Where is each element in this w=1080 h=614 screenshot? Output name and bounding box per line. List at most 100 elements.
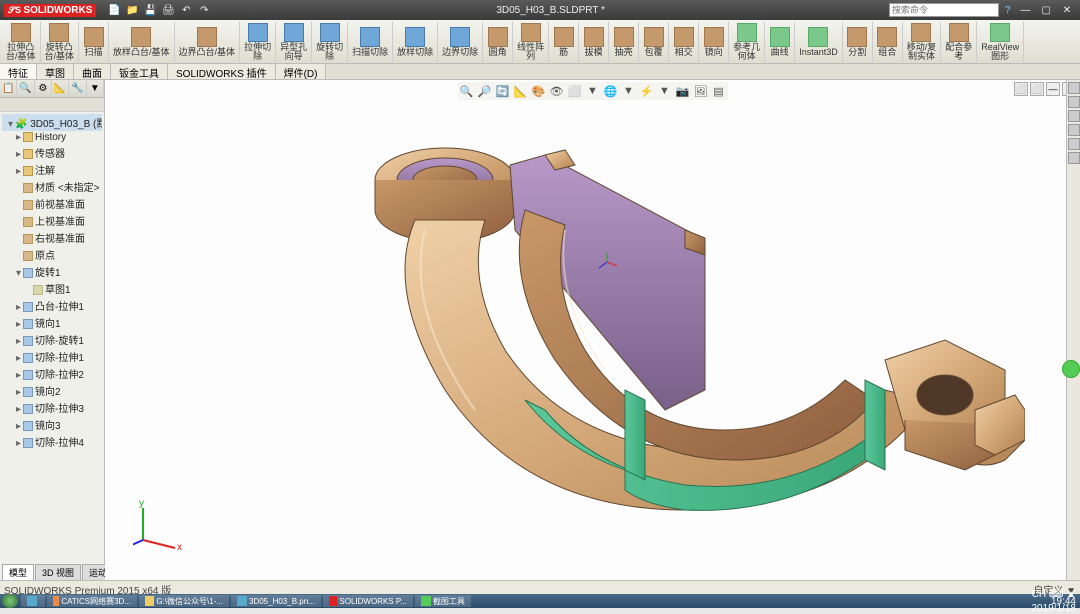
vp-corner-2[interactable]: — [1046,82,1060,96]
search-input[interactable] [889,3,999,17]
tree-tool-1[interactable]: 🔍 [17,80,34,96]
ribbon-扫描[interactable]: 扫描 [79,22,109,62]
view-tool-7[interactable]: ▼ [585,83,601,99]
tab-焊件(D)[interactable]: 焊件(D) [276,64,327,79]
taskbar-item-3[interactable]: 3D05_H03_B.pn... [231,595,321,607]
tab-特征[interactable]: 特征 [0,64,37,79]
taskbar-item-4[interactable]: SOLIDWORKS P... [323,595,413,607]
tree-tool-2[interactable]: ⚙ [35,80,52,96]
tab-曲面[interactable]: 曲面 [74,64,111,79]
view-tool-4[interactable]: 🎨 [531,83,547,99]
tree-node-镜向3[interactable]: ▸镜向3 [2,416,102,433]
view-tool-9[interactable]: ▼ [621,83,637,99]
view-tool-6[interactable]: ⬜ [567,83,583,99]
view-tool-12[interactable]: 📷 [675,83,691,99]
taskpane-tab-3[interactable] [1068,110,1080,122]
view-tool-3[interactable]: 📐 [513,83,529,99]
tree-node-镜向2[interactable]: ▸镜向2 [2,382,102,399]
tree-node-镜向1[interactable]: ▸镜向1 [2,314,102,331]
ribbon-Instant3D[interactable]: Instant3D [795,22,843,62]
tree-node-切除-拉伸1[interactable]: ▸切除-拉伸1 [2,348,102,365]
ribbon-边界切除[interactable]: 边界切除 [438,22,483,62]
ribbon-筋[interactable]: 筋 [549,22,579,62]
tree-node-原点[interactable]: 原点 [2,246,102,263]
view-tool-8[interactable]: 🌐 [603,83,619,99]
view-tab-模型[interactable]: 模型 [2,564,34,580]
tree-node-凸台-拉伸1[interactable]: ▸凸台-拉伸1 [2,297,102,314]
ribbon-镜向[interactable]: 镜向 [699,22,729,62]
taskpane-tab-5[interactable] [1068,138,1080,150]
tree-tool-5[interactable]: ▼ [87,80,104,96]
view-tool-1[interactable]: 🔎 [477,83,493,99]
tree-node-切除-拉伸3[interactable]: ▸切除-拉伸3 [2,399,102,416]
ribbon-参考几何体[interactable]: 参考几何体 [729,22,765,62]
ribbon-拉伸切除[interactable]: 拉伸切除 [240,22,276,62]
view-tool-13[interactable]: 🖼 [693,83,709,99]
tree-node-注解[interactable]: ▸注解 [2,161,102,178]
ribbon-包覆[interactable]: 包覆 [639,22,669,62]
undo-icon[interactable]: ↶ [178,2,194,18]
taskpane-tab-4[interactable] [1068,124,1080,136]
tree-node-草图1[interactable]: 草图1 [2,280,102,297]
vp-corner-0[interactable]: ⬜ [1014,82,1028,96]
tree-node-上视基准面[interactable]: 上视基准面 [2,212,102,229]
view-tool-5[interactable]: 👁 [549,83,565,99]
tab-SOLIDWORKS 插件[interactable]: SOLIDWORKS 插件 [168,64,276,79]
ribbon-边界凸台基体[interactable]: 边界凸台/基体 [175,22,241,62]
help-icon[interactable]: ? [1005,5,1011,16]
tree-node-切除-旋转1[interactable]: ▸切除-旋转1 [2,331,102,348]
view-tab-3D 视图[interactable]: 3D 视图 [35,564,81,580]
taskpane-tab-6[interactable] [1068,152,1080,164]
ribbon-抽壳[interactable]: 抽壳 [609,22,639,62]
tree-node-前视基准面[interactable]: 前视基准面 [2,195,102,212]
ribbon-拔模[interactable]: 拔模 [579,22,609,62]
tree-node-传感器[interactable]: ▸传感器 [2,144,102,161]
tree-tool-0[interactable]: 📋 [0,80,17,96]
ribbon-旋转凸台基体[interactable]: 旋转凸台/基体 [41,22,80,62]
view-tab-运动算例1[interactable]: 运动算例1 [82,564,105,580]
ribbon-分割[interactable]: 分割 [843,22,873,62]
tree-node-旋转1[interactable]: ▾旋转1 [2,263,102,280]
vp-corner-1[interactable]: ⬜ [1030,82,1044,96]
save-icon[interactable]: 💾 [142,2,158,18]
taskbar-item-5[interactable]: 截图工具 [415,595,471,607]
start-button[interactable] [2,594,18,608]
taskbar-item-1[interactable]: CATICS网络赛3D... [47,595,137,607]
ribbon-相交[interactable]: 相交 [669,22,699,62]
ribbon-线性阵列[interactable]: 线性阵列 [513,22,549,62]
ribbon-拉伸凸台基体[interactable]: 拉伸凸台/基体 [2,22,41,62]
ribbon-圆角[interactable]: 圆角 [483,22,513,62]
tree-node-切除-拉伸2[interactable]: ▸切除-拉伸2 [2,365,102,382]
minimize-button[interactable]: — [1016,5,1034,16]
ribbon-移动复制实体[interactable]: 移动/复制实体 [903,22,942,62]
open-icon[interactable]: 📁 [124,2,140,18]
close-button[interactable]: ✕ [1058,5,1076,16]
system-tray[interactable]: CH ⌨ ▲ 19:442019/1/18 [1028,591,1080,612]
view-tool-0[interactable]: 🔍 [459,83,475,99]
ribbon-放样切除[interactable]: 放样切除 [393,22,438,62]
tree-tool-3[interactable]: 📐 [52,80,69,96]
tree-node-切除-拉伸4[interactable]: ▸切除-拉伸4 [2,433,102,450]
ribbon-旋转切除[interactable]: 旋转切除 [312,22,348,62]
ribbon-扫描切除[interactable]: 扫描切除 [348,22,393,62]
print-icon[interactable]: 🖨 [160,2,176,18]
tab-草图[interactable]: 草图 [37,64,74,79]
ribbon-RealView图形[interactable]: RealView图形 [977,22,1024,62]
confirm-corner-icon[interactable] [1062,360,1080,378]
taskbar-item-0[interactable] [21,595,45,607]
redo-icon[interactable]: ↷ [196,2,212,18]
tree-node-材质 <未指定>[interactable]: 材质 <未指定> [2,178,102,195]
tree-filter-bar[interactable] [0,98,104,112]
ribbon-曲线[interactable]: 曲线 [765,22,795,62]
maximize-button[interactable]: ▢ [1037,5,1055,16]
taskpane-tab-1[interactable] [1068,82,1080,94]
view-tool-11[interactable]: ▼ [657,83,673,99]
tree-tool-4[interactable]: 🔧 [69,80,86,96]
ribbon-配合参考[interactable]: 配合参考 [941,22,977,62]
taskpane-tab-2[interactable] [1068,96,1080,108]
tree-node-History[interactable]: ▸History [2,131,102,144]
ribbon-组合[interactable]: 组合 [873,22,903,62]
view-tool-14[interactable]: ▤ [711,83,727,99]
tree-root[interactable]: ▾🧩 3D05_H03_B (默认<<默认>_... [2,114,102,131]
view-tool-2[interactable]: 🔄 [495,83,511,99]
